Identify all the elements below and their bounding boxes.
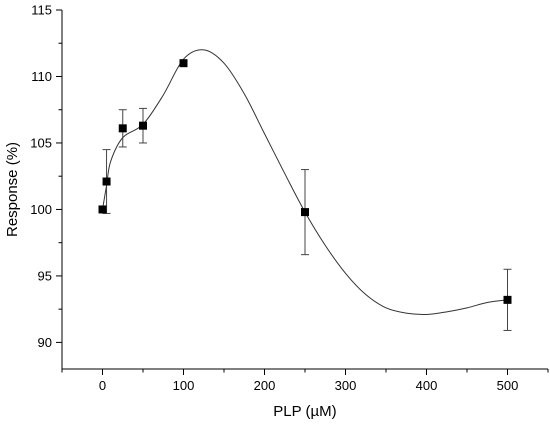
data-points	[98, 59, 512, 304]
fit-curve-layer	[102, 49, 508, 316]
y-tick-label: 115	[31, 3, 52, 18]
data-point	[102, 177, 111, 186]
data-point	[139, 121, 147, 130]
axes: 0 100 200 300 400 500 90 95 100 105 110 115	[30, 3, 549, 393]
data-point	[98, 205, 107, 214]
x-tick-label: 0	[99, 378, 106, 393]
data-point	[179, 59, 188, 68]
y-tick-label: 100	[30, 202, 52, 217]
y-axis-title: Response (%)	[4, 142, 21, 237]
y-tick-label: 95	[38, 268, 52, 283]
x-tick-label: 200	[254, 378, 276, 393]
y-tick-label: 105	[30, 135, 52, 150]
x-tick-label: 400	[416, 378, 438, 393]
data-point	[503, 295, 512, 304]
data-point	[118, 124, 127, 133]
error-bars	[102, 107, 512, 331]
data-point	[301, 208, 309, 217]
y-tick-label: 90	[38, 335, 52, 350]
x-axis-title: PLP (µM)	[273, 403, 336, 420]
y-tick-label: 110	[31, 69, 52, 84]
fit-curve	[102, 49, 508, 316]
x-tick-label: 300	[335, 378, 357, 393]
x-tick-label: 500	[497, 378, 519, 393]
x-tick-label: 100	[173, 378, 195, 393]
